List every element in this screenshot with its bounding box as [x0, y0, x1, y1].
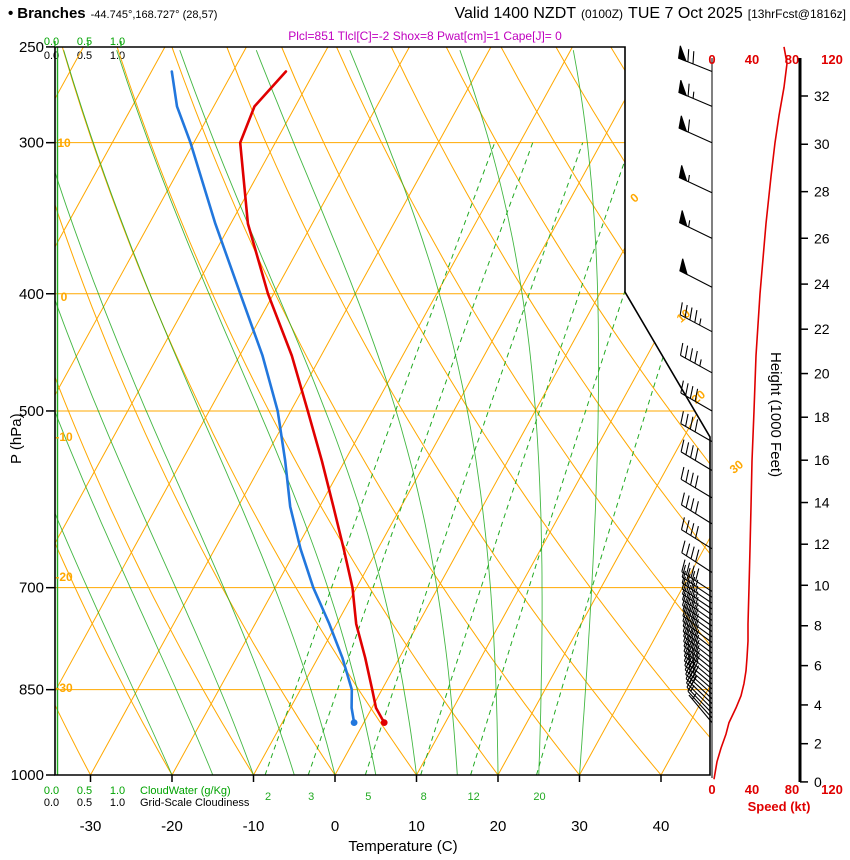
- temperature-axis-title: Temperature (C): [348, 838, 458, 855]
- svg-text:2: 2: [814, 736, 822, 752]
- svg-text:26: 26: [814, 230, 830, 246]
- svg-text:32: 32: [814, 88, 830, 104]
- svg-text:18: 18: [814, 409, 830, 425]
- svg-text:0: 0: [708, 52, 715, 67]
- svg-text:80: 80: [785, 52, 799, 67]
- svg-text:0: 0: [814, 774, 822, 790]
- svg-text:850: 850: [19, 682, 44, 699]
- speed-axis-title: Speed (kt): [747, 799, 811, 814]
- svg-text:30: 30: [814, 136, 830, 152]
- scale-value: 0.0: [43, 797, 60, 809]
- valid-utc: (0100Z): [581, 7, 624, 21]
- svg-text:120: 120: [821, 52, 843, 67]
- svg-text:12: 12: [814, 536, 830, 552]
- svg-text:-20: -20: [55, 570, 73, 584]
- valid-date: TUE 7 Oct 2025: [628, 5, 743, 22]
- svg-text:2: 2: [265, 791, 271, 803]
- svg-text:20: 20: [490, 818, 507, 835]
- surface-dewpoint-dot: [350, 719, 358, 726]
- svg-text:40: 40: [653, 818, 670, 835]
- scale-value: 1.0: [109, 785, 126, 797]
- skewt-background-lines: [55, 47, 710, 775]
- wind-barb-column: [677, 45, 713, 778]
- valid-time-group: Valid 1400 NZDT (0100Z) TUE 7 Oct 2025 […: [454, 5, 846, 23]
- scale-value: 0.5: [76, 797, 93, 809]
- header: • Branches -44.745°,168.727° (28,57) Val…: [8, 5, 846, 23]
- svg-text:40: 40: [745, 52, 759, 67]
- thermo-params: Plcl=851 Tlcl[C]=-2 Shox=8 Pwat[cm]=1 Ca…: [288, 29, 562, 43]
- svg-text:0: 0: [61, 290, 68, 304]
- svg-text:30: 30: [571, 818, 588, 835]
- pressure-axis: 250 300 400 500 700 850 1000: [11, 39, 55, 784]
- svg-text:10: 10: [408, 818, 425, 835]
- wind-speed-profile: [713, 46, 788, 780]
- svg-text:0: 0: [627, 190, 641, 205]
- valid-time: Valid 1400 NZDT: [454, 5, 577, 22]
- svg-text:16: 16: [814, 452, 830, 468]
- svg-text:0: 0: [331, 818, 339, 835]
- svg-text:40: 40: [745, 782, 759, 797]
- svg-text:300: 300: [19, 135, 44, 152]
- scale-value: 1.0: [109, 797, 126, 809]
- scale-value: 0.0: [43, 785, 60, 797]
- svg-text:6: 6: [814, 658, 822, 674]
- svg-text:22: 22: [814, 321, 830, 337]
- svg-text:24: 24: [814, 276, 830, 292]
- svg-text:8: 8: [814, 618, 822, 634]
- sounding-curves: [170, 70, 386, 724]
- svg-text:10: 10: [57, 136, 71, 150]
- svg-text:0: 0: [708, 782, 715, 797]
- svg-text:3: 3: [308, 791, 314, 803]
- station-coords: -44.745°,168.727° (28,57): [90, 9, 218, 21]
- svg-text:10: 10: [814, 577, 830, 593]
- svg-text:250: 250: [19, 39, 44, 56]
- surface-temperature-dot: [380, 719, 388, 726]
- svg-text:-30: -30: [80, 818, 102, 835]
- svg-text:500: 500: [19, 403, 44, 420]
- svg-text:5: 5: [365, 791, 371, 803]
- svg-text:80: 80: [785, 782, 799, 797]
- forecast-info: [13hrFcst@1816z]: [747, 7, 846, 21]
- svg-text:120: 120: [821, 782, 843, 797]
- svg-text:-10: -10: [243, 818, 265, 835]
- svg-text:20: 20: [814, 366, 830, 382]
- svg-text:12: 12: [467, 791, 479, 803]
- svg-text:30: 30: [727, 457, 746, 477]
- station-name: Branches: [17, 5, 86, 22]
- mixing-ratio-labels: 2 3 5 8 12 20: [265, 791, 546, 803]
- svg-text:700: 700: [19, 580, 44, 597]
- cloudwater-label: CloudWater (g/Kg): [140, 785, 231, 797]
- temperature-axis: -30 -20 -10 0 10 20 30 40: [80, 775, 670, 835]
- scale-value: 0.5: [76, 785, 93, 797]
- svg-text:-20: -20: [161, 818, 183, 835]
- station-bullet: •: [8, 5, 14, 22]
- pressure-axis-title: P (hPa): [8, 413, 25, 464]
- svg-text:8: 8: [421, 791, 427, 803]
- svg-text:4: 4: [814, 697, 822, 713]
- svg-text:-10: -10: [55, 430, 73, 444]
- svg-text:28: 28: [814, 184, 830, 200]
- cloudiness-label: Grid-Scale Cloudiness: [140, 797, 250, 809]
- svg-text:-30: -30: [55, 681, 73, 695]
- svg-text:400: 400: [19, 286, 44, 303]
- svg-text:20: 20: [533, 791, 545, 803]
- cloudwater-scale-bottom: 0.0 0.5 1.0 CloudWater (g/Kg): [35, 785, 231, 797]
- svg-text:14: 14: [814, 495, 830, 511]
- height-axis-title: Height (1000 Feet): [767, 352, 784, 478]
- cloudiness-scale-bottom: 0.0 0.5 1.0 Grid-Scale Cloudiness: [35, 797, 250, 809]
- svg-text:1000: 1000: [11, 767, 44, 784]
